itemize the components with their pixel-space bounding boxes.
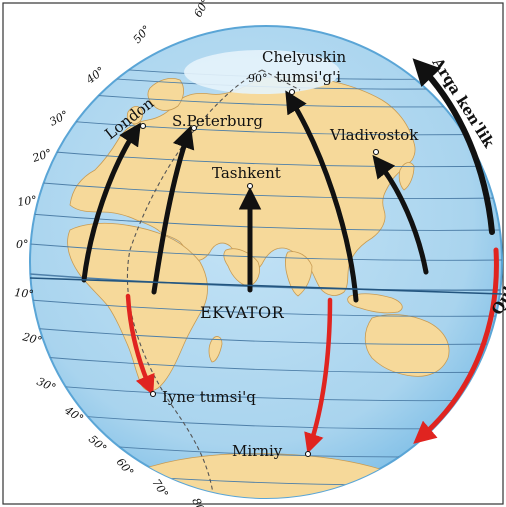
south-latitude-side-arrow <box>413 247 499 444</box>
latitude-degree-label: 60° <box>114 456 136 479</box>
parallel-line <box>30 355 502 373</box>
latitude-degree-label: 30° <box>35 375 58 395</box>
latitude-degree-label: 50° <box>131 23 154 46</box>
globe-surface <box>30 50 502 498</box>
label-spb: S.Peterburg <box>172 112 263 130</box>
latitude-degree-label: 20° <box>20 330 43 348</box>
latitude-degree-label: 0° <box>16 238 29 251</box>
parallel-line <box>30 299 502 317</box>
south-arrows <box>125 293 333 454</box>
indonesia-landmass <box>347 293 403 314</box>
parallel-line <box>30 243 502 261</box>
north-latitude-side-arrow <box>412 58 495 235</box>
parallel-line <box>30 327 502 345</box>
parallel-line <box>30 273 502 291</box>
iyne-dot <box>149 390 157 398</box>
label-tashkent: Tashkent <box>212 164 281 182</box>
city-dots <box>139 88 380 458</box>
latitude-degree-label: 30° <box>47 108 70 129</box>
latitude-degree-label: 40° <box>83 64 107 87</box>
label-pole: 90° <box>248 72 268 85</box>
label-mirniy: Mirniy <box>232 442 283 460</box>
label-ekvator: EKVATOR <box>200 303 285 322</box>
arrow-to-mirniy <box>304 297 333 454</box>
latitude-degree-label: 70° <box>149 477 170 500</box>
parallel-line <box>30 117 502 136</box>
parallel-line <box>30 149 502 168</box>
japan-landmass <box>398 162 415 191</box>
label-chelyuskin-line1: Chelyuskin <box>262 48 347 66</box>
latitude-degree-label: 10° <box>17 193 38 209</box>
parallel-line <box>30 181 502 199</box>
arrow-to-vladivostok <box>372 154 429 275</box>
equator-line <box>29 277 503 295</box>
london-dot <box>139 122 147 130</box>
arrow-to-iyne <box>125 293 155 396</box>
arrow-to-london <box>81 122 141 283</box>
label-chelyuskin-line2: tumsi'g'i <box>276 68 341 86</box>
spb-dot <box>190 124 198 132</box>
tashkent-dot <box>246 182 254 190</box>
label-iyne: Iyne tumsi'q <box>162 388 256 406</box>
label-vladivostok: Vladivostok <box>329 126 419 144</box>
australia-landmass <box>364 314 450 377</box>
dashed-pole-line <box>261 69 301 91</box>
arrow-to-chelyuskin <box>285 90 359 303</box>
north-arrows <box>81 90 429 303</box>
vladivostok-dot <box>372 148 380 156</box>
parallel-line <box>30 383 502 402</box>
madagascar-landmass <box>208 336 223 363</box>
arrow-to-spb <box>151 125 195 295</box>
dashed-meridian <box>126 69 263 498</box>
latitude-degree-label: 20° <box>30 146 54 165</box>
latitude-degree-label: 80° <box>189 496 209 507</box>
chelyuskin-dot <box>288 88 296 96</box>
mirniy-dot <box>304 450 312 458</box>
polar-cap <box>184 50 340 94</box>
latitude-degree-label: 10° <box>14 286 35 301</box>
britain-landmass <box>126 106 143 125</box>
scandinavia-landmass <box>147 78 184 111</box>
